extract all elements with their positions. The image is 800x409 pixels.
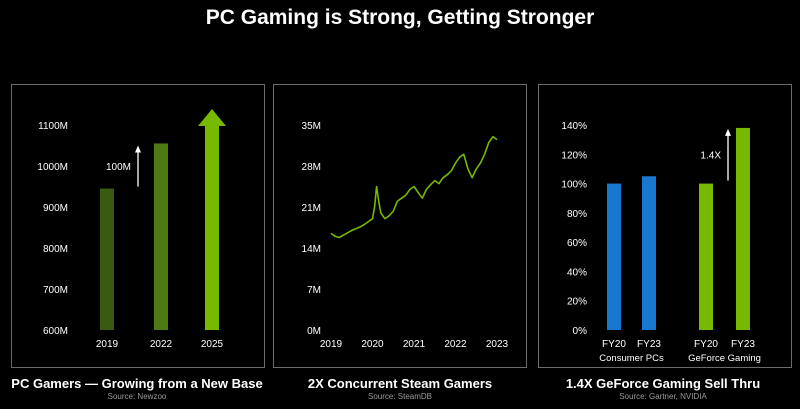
bar-fy20-2 — [699, 183, 713, 330]
caption-geforce: 1.4X GeForce Gaming Sell Thru — [565, 376, 761, 391]
y-tick-label: 120% — [561, 150, 587, 161]
y-tick-label: 140% — [561, 121, 587, 132]
annotation-label: 1.4X — [700, 151, 721, 162]
pc-gamers-chart: 600M 700M 800M 900M 1000M 1100M 2019 2022 2025 10… — [37, 109, 226, 350]
y-tick-label: 600M — [43, 326, 68, 337]
annotation-arrowhead — [135, 145, 141, 153]
x-tick-label: FY20 — [602, 339, 626, 350]
y-tick-label: 1000M — [37, 162, 68, 173]
geforce-sell-thru-chart: 0% 20% 40% 60% 80% 100% 120% 140% FY20 FY23 FY20 FY… — [561, 121, 761, 364]
y-tick-label: 20% — [567, 297, 587, 308]
group-label: GeForce Gaming — [688, 353, 761, 364]
x-tick-label: 2025 — [201, 339, 224, 350]
y-tick-label: 21M — [302, 203, 321, 214]
group-label: Consumer PCs — [599, 353, 664, 364]
y-tick-label: 0% — [573, 326, 588, 337]
y-tick-label: 7M — [307, 285, 321, 296]
source-pc-gamers: Source: Newzoo — [107, 392, 167, 401]
y-tick-label: 800M — [43, 244, 68, 255]
x-tick-label: 2021 — [403, 339, 426, 350]
x-tick-label: 2020 — [361, 339, 384, 350]
growth-arrowhead — [198, 109, 226, 126]
source-geforce: Source: Gartner, NVIDIA — [619, 392, 707, 401]
bar-2022 — [154, 143, 168, 330]
annotation-label: 100M — [106, 162, 131, 173]
chart-panel-geforce: 0% 20% 40% 60% 80% 100% 120% 140% FY20 FY23 FY20 FY… — [538, 84, 792, 368]
x-tick-label: FY20 — [694, 339, 718, 350]
y-tick-label: 1100M — [38, 121, 68, 132]
source-steam: Source: SteamDB — [367, 392, 433, 401]
series-line-concurrent-users — [330, 135, 498, 239]
y-tick-label: 0M — [307, 326, 321, 337]
y-tick-label: 60% — [567, 238, 587, 249]
x-tick-label: 2019 — [320, 339, 343, 350]
x-tick-label: 2023 — [486, 339, 509, 350]
bar-2025 — [205, 125, 219, 330]
caption-steam: 2X Concurrent Steam Gamers — [307, 376, 493, 391]
y-tick-label: 80% — [567, 209, 587, 220]
bar-2019 — [100, 188, 114, 330]
x-tick-label: 2022 — [150, 339, 173, 350]
steam-concurrent-chart: 0M 7M 14M 21M 28M 35M 2019 2020 2021 2022 2023 — [302, 121, 509, 350]
y-tick-label: 100% — [561, 180, 587, 191]
page-title: PC Gaming is Strong, Getting Stronger — [205, 6, 595, 29]
x-tick-label: FY23 — [637, 339, 661, 350]
annotation-arrowhead — [725, 128, 731, 136]
y-tick-label: 900M — [43, 203, 68, 214]
chart-panel-steam: 0M 7M 14M 21M 28M 35M 2019 2020 2021 2022 2023 — [273, 84, 527, 368]
bar-fy20-0 — [607, 183, 621, 330]
y-tick-label: 700M — [43, 285, 68, 296]
bar-fy23-3 — [736, 127, 750, 330]
y-tick-label: 14M — [302, 244, 321, 255]
x-tick-label: FY23 — [731, 339, 755, 350]
y-tick-label: 35M — [302, 121, 321, 132]
x-tick-label: 2019 — [96, 339, 119, 350]
y-tick-label: 28M — [302, 162, 321, 173]
x-tick-label: 2022 — [444, 339, 467, 350]
y-tick-label: 40% — [567, 267, 587, 278]
bar-fy23-1 — [642, 176, 656, 330]
chart-panel-pc-gamers: 600M 700M 800M 900M 1000M 1100M 2019 2022 2025 10… — [11, 84, 265, 368]
caption-pc-gamers: PC Gamers — Growing from a New Base — [11, 376, 263, 391]
